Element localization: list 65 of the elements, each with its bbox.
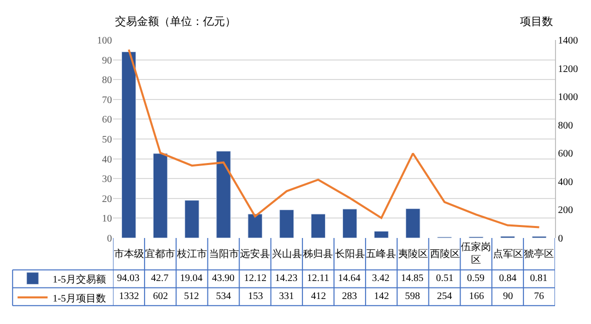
x-tick-label: 枝江市	[176, 248, 207, 260]
y-tick-label: 100	[97, 36, 112, 46]
data-label: 0.51	[436, 273, 454, 284]
data-label: 0.81	[530, 273, 548, 284]
data-label: 153	[248, 291, 263, 302]
data-label: 331	[279, 291, 294, 302]
data-label: 534	[216, 291, 231, 302]
data-label: 1332	[119, 291, 139, 302]
y2-tick-label: 1200	[558, 64, 578, 75]
data-label: 283	[342, 291, 357, 302]
x-tick-label: 兴山县	[272, 248, 302, 260]
y-tick-label: 90	[102, 55, 112, 66]
x-tick-label: 远安县	[240, 248, 270, 260]
data-label: 43.90	[212, 273, 234, 284]
data-label: 19.04	[180, 273, 202, 284]
data-label: 142	[374, 291, 389, 302]
data-label: 166	[469, 291, 484, 302]
y2-tick-label: 400	[558, 176, 573, 188]
y-axis-title: 交易金额（单位：亿元）	[115, 15, 236, 28]
data-label: 412	[311, 291, 326, 302]
y-tick-label: 10	[102, 214, 112, 225]
x-tick-label: 五峰县	[366, 248, 396, 260]
data-label: 0.84	[499, 273, 516, 284]
y2-tick-label: 800	[558, 120, 573, 132]
data-label: 90	[503, 291, 513, 302]
data-label: 254	[437, 291, 452, 302]
x-tick-label: 猇亭区	[524, 248, 554, 260]
x-tick-label: 秭归县	[303, 248, 333, 260]
data-label: 14.85	[401, 273, 424, 284]
data-label: 0.59	[467, 273, 484, 284]
legend-label: 1-5月交易额	[52, 273, 106, 286]
legend-label: 1-5月项目数	[52, 293, 106, 304]
data-label: 512	[184, 291, 199, 302]
x-tick-label: 西陵区	[430, 248, 460, 260]
y2-tick-label: 0	[558, 234, 563, 244]
data-label: 14.23	[275, 273, 298, 284]
data-label: 76	[534, 291, 544, 302]
data-label: 602	[153, 291, 168, 302]
y-tick-label: 60	[102, 114, 112, 126]
y-tick-label: 0	[107, 234, 112, 244]
x-tick-label: 宜都市	[145, 248, 175, 260]
data-label: 12.12	[244, 273, 266, 284]
x-tick-label: 点军区	[493, 248, 523, 260]
data-label: 3.42	[372, 273, 390, 284]
y2-tick-label: 600	[558, 148, 573, 160]
y-tick-label: 40	[102, 154, 112, 166]
data-label: 94.03	[117, 273, 140, 284]
y-tick-label: 20	[102, 194, 112, 205]
x-tick-label: 伍家岗区	[461, 241, 491, 266]
x-tick-label: 夷陵区	[398, 248, 428, 260]
x-tick-label: 市本级	[114, 248, 144, 260]
y-tick-label: 30	[102, 174, 112, 186]
data-label: 12.11	[307, 273, 330, 284]
y2-tick-label: 200	[558, 205, 573, 216]
y-tick-label: 70	[102, 94, 112, 106]
y2-tick-label: 1400	[558, 36, 578, 46]
x-tick-label: 当阳市	[209, 248, 239, 260]
data-label: 14.64	[338, 273, 360, 284]
y-tick-label: 80	[102, 75, 112, 86]
y2-axis-title: 项目数	[520, 16, 553, 28]
y-tick-label: 50	[102, 134, 112, 146]
y2-tick-label: 1000	[558, 92, 578, 104]
data-label: 42.7	[151, 273, 168, 284]
x-tick-label: 长阳县	[335, 248, 365, 260]
data-label: 598	[405, 291, 420, 302]
